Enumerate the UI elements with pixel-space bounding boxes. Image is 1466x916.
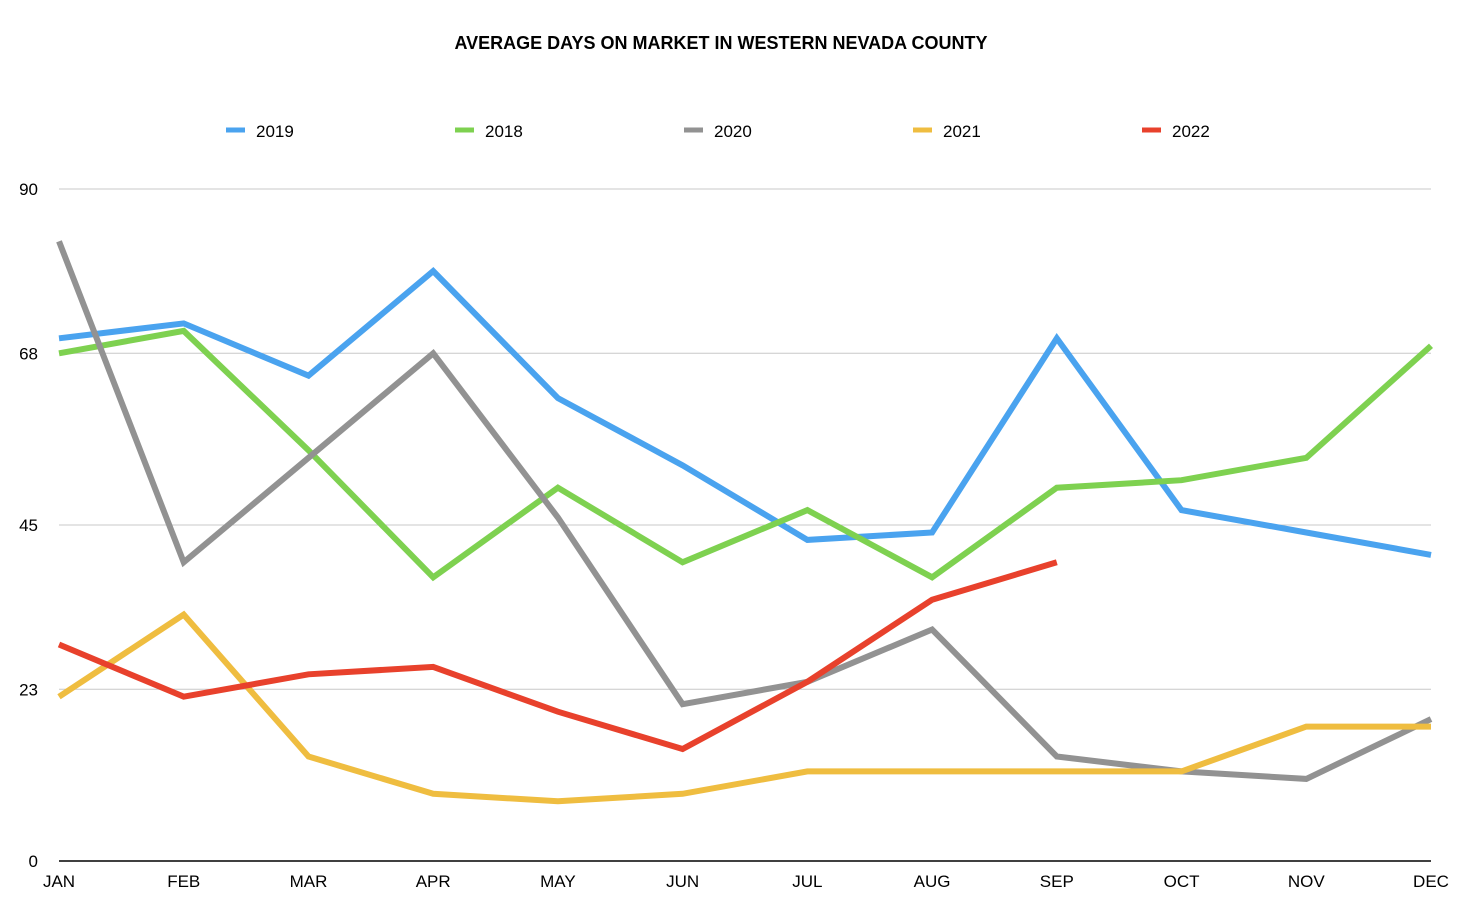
legend-item-2019: 2019 — [226, 122, 294, 141]
y-tick-label: 90 — [19, 180, 38, 199]
y-tick-label: 45 — [19, 516, 38, 535]
series-line-2020 — [56, 240, 1433, 782]
chart-title: AVERAGE DAYS ON MARKET IN WESTERN NEVADA… — [454, 33, 987, 53]
x-tick-label: APR — [416, 872, 451, 891]
x-tick-label: MAY — [540, 872, 576, 891]
legend-item-2020: 2020 — [684, 122, 752, 141]
legend-item-2018: 2018 — [455, 122, 523, 141]
x-tick-label: JUL — [792, 872, 822, 891]
gridlines — [59, 188, 1431, 862]
series-line-2018 — [58, 327, 1434, 582]
x-tick-label: AUG — [914, 872, 951, 891]
y-tick-label: 68 — [19, 344, 38, 363]
y-tick-label: 23 — [19, 680, 38, 699]
legend-item-2022: 2022 — [1142, 122, 1210, 141]
legend-label: 2020 — [714, 122, 752, 141]
y-axis-tick-labels: 0 23 45 68 90 — [19, 180, 38, 871]
y-tick-label: 0 — [29, 852, 38, 871]
x-tick-label: OCT — [1164, 872, 1200, 891]
series-line-2019 — [58, 267, 1432, 558]
x-tick-label: DEC — [1413, 872, 1449, 891]
legend-label: 2018 — [485, 122, 523, 141]
series-line-2022 — [57, 559, 1058, 753]
x-tick-label: JUN — [666, 872, 699, 891]
legend-label: 2021 — [943, 122, 981, 141]
x-tick-label: JAN — [43, 872, 75, 891]
legend: 2019 2018 2020 2021 2022 — [226, 122, 1210, 141]
series-line-2021 — [57, 610, 1431, 805]
x-tick-label: SEP — [1040, 872, 1074, 891]
x-tick-label: FEB — [167, 872, 200, 891]
legend-item-2021: 2021 — [913, 122, 981, 141]
legend-label: 2019 — [256, 122, 294, 141]
series-lines — [56, 240, 1434, 805]
x-axis-tick-labels: JAN FEB MAR APR MAY JUN JUL AUG SEP OCT NOV DEC — [43, 872, 1449, 891]
x-tick-label: NOV — [1288, 872, 1326, 891]
x-tick-label: MAR — [290, 872, 328, 891]
legend-label: 2022 — [1172, 122, 1210, 141]
